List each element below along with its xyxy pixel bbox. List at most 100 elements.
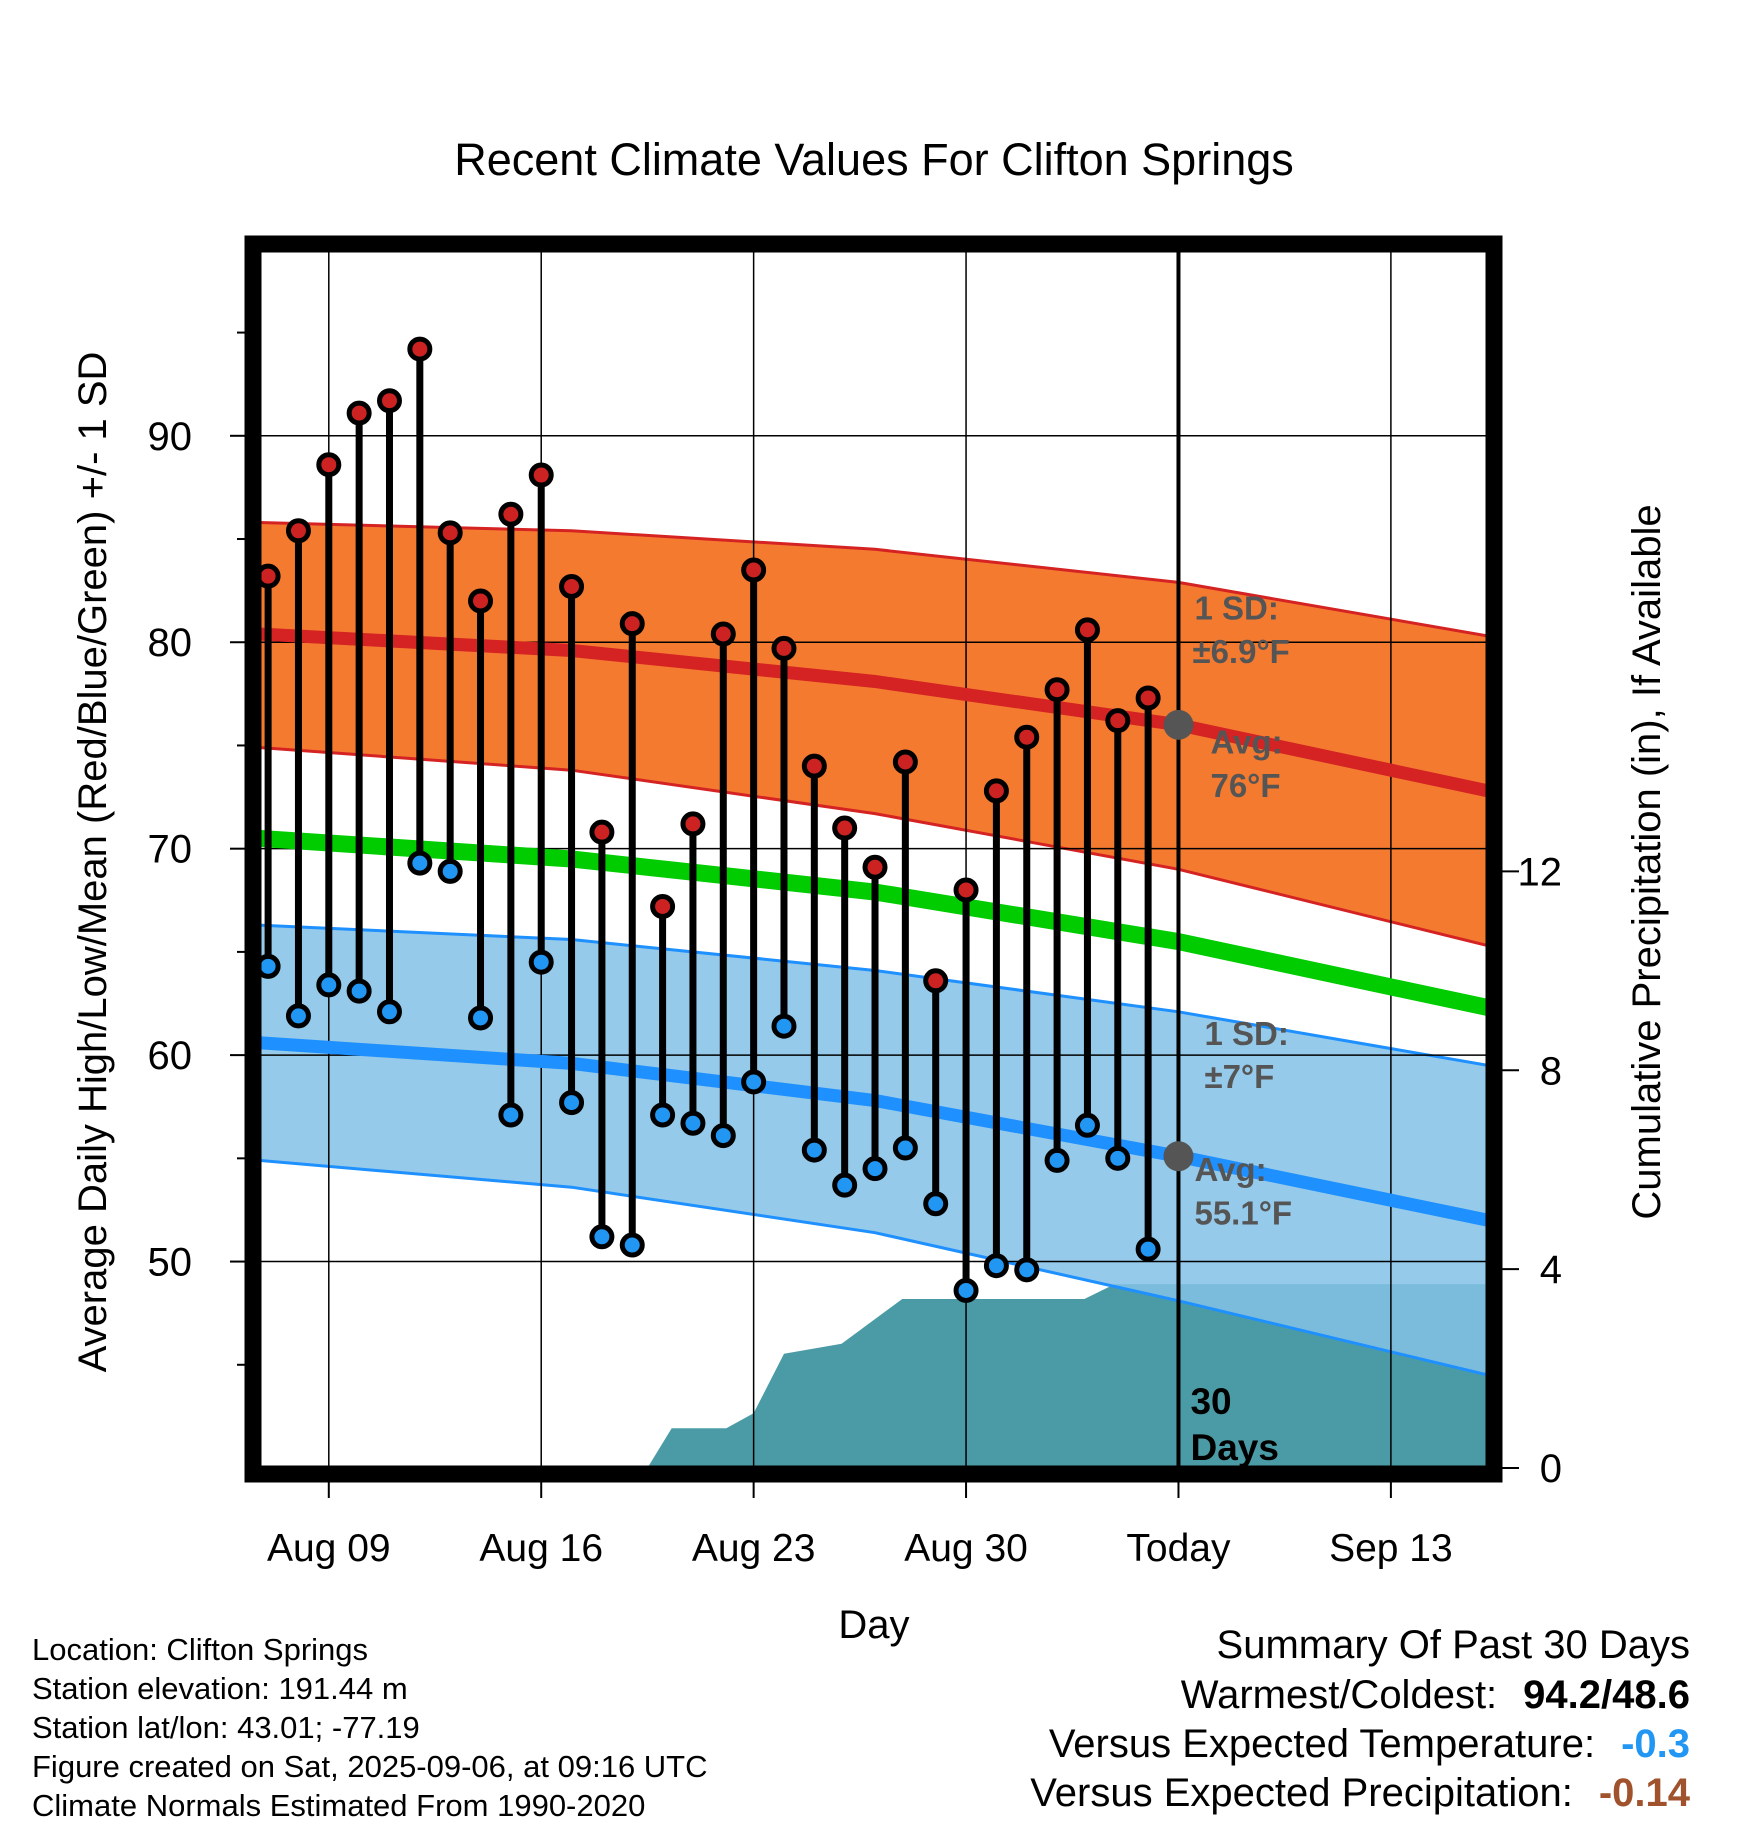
daily-low-point bbox=[259, 953, 281, 979]
normal-high-line bbox=[259, 627, 1488, 798]
high-sd-label: 1 SD: bbox=[1194, 590, 1278, 627]
normals-text: Climate Normals Estimated From 1990-2020 bbox=[32, 1788, 646, 1823]
summary-heading: Summary Of Past 30 Days bbox=[1216, 1623, 1690, 1667]
location-text: Location: Clifton Springs bbox=[32, 1632, 369, 1667]
y2-tick-label: 0 bbox=[1540, 1447, 1562, 1491]
high-band-upper-edge bbox=[259, 521, 1488, 638]
elevation-text: Station elevation: 191.44 m bbox=[32, 1671, 408, 1706]
daily-low-point bbox=[619, 1232, 645, 1258]
daily-high-point bbox=[285, 518, 311, 544]
daily-high-point bbox=[1014, 724, 1040, 750]
high-sd-value: ±6.9°F bbox=[1192, 633, 1289, 670]
daily-high-point bbox=[437, 520, 463, 546]
latlon-text: Station lat/lon: 43.01; -77.19 bbox=[32, 1710, 420, 1745]
daily-high-point bbox=[559, 573, 585, 599]
high-avg-label: Avg: bbox=[1210, 724, 1282, 761]
summary-precip: Versus Expected Precipitation: -0.14 bbox=[1030, 1773, 1690, 1813]
daily-high-point bbox=[468, 588, 494, 614]
daily-low-point bbox=[710, 1123, 736, 1149]
y-tick-label: 50 bbox=[148, 1241, 193, 1285]
daily-low-point bbox=[892, 1135, 918, 1161]
daily-low-point bbox=[407, 850, 433, 876]
daily-low-point bbox=[346, 978, 372, 1004]
y-tick-label: 70 bbox=[148, 828, 193, 872]
window-label: Days bbox=[1190, 1427, 1278, 1468]
daily-low-point bbox=[559, 1090, 585, 1116]
daily-low-point bbox=[1105, 1145, 1131, 1171]
daily-high-point bbox=[259, 563, 281, 589]
x-tick-label: Aug 30 bbox=[904, 1527, 1028, 1570]
daily-low-point bbox=[771, 1013, 797, 1039]
low-band-lower-edge bbox=[259, 1158, 1488, 1377]
daily-low-point bbox=[983, 1253, 1009, 1279]
daily-low-point bbox=[801, 1137, 827, 1163]
daily-high-point bbox=[862, 854, 888, 880]
summary-warm-cold: Warmest/Coldest: 94.2/48.6 bbox=[1181, 1675, 1690, 1715]
precip-value: -0.14 bbox=[1598, 1771, 1690, 1815]
daily-low-point bbox=[376, 999, 402, 1025]
daily-low-point bbox=[1135, 1236, 1161, 1262]
low-sd-value: ±7°F bbox=[1204, 1058, 1274, 1095]
x-tick-label: Aug 09 bbox=[267, 1527, 391, 1570]
warm-cold-label: Warmest/Coldest: bbox=[1180, 1673, 1498, 1717]
daily-low-point bbox=[953, 1277, 979, 1303]
x-tick-label: Aug 23 bbox=[692, 1527, 816, 1570]
daily-high-point bbox=[953, 877, 979, 903]
chart-title: Recent Climate Values For Clifton Spring… bbox=[454, 134, 1294, 185]
daily-high-point bbox=[771, 635, 797, 661]
high-band-lower-edge bbox=[259, 746, 1488, 948]
temp-value: -0.3 bbox=[1621, 1722, 1690, 1766]
x-tick-label: Sep 13 bbox=[1329, 1527, 1453, 1570]
daily-low-point bbox=[589, 1224, 615, 1250]
window-label: 30 bbox=[1190, 1381, 1231, 1422]
daily-high-point bbox=[1044, 677, 1070, 703]
y2-tick-label: 8 bbox=[1540, 1049, 1562, 1093]
daily-high-point bbox=[801, 753, 827, 779]
y-tick-label: 60 bbox=[148, 1034, 193, 1078]
daily-high-point bbox=[498, 501, 524, 527]
daily-low-point bbox=[680, 1110, 706, 1136]
x-tick-label: Today bbox=[1126, 1527, 1231, 1570]
x-tick-label: Aug 16 bbox=[479, 1527, 603, 1570]
high-avg-marker bbox=[1163, 709, 1194, 740]
warm-cold-value: 94.2/48.6 bbox=[1523, 1673, 1690, 1717]
y2-axis-label: Cumulative Precipitation (in), If Availa… bbox=[1625, 504, 1669, 1219]
summary-temp: Versus Expected Temperature: -0.3 bbox=[1049, 1724, 1690, 1764]
daily-high-point bbox=[650, 893, 676, 919]
daily-low-point bbox=[528, 949, 554, 975]
y-tick-label: 90 bbox=[148, 415, 193, 459]
precip-area bbox=[647, 1284, 1488, 1468]
y2-tick-label: 4 bbox=[1540, 1248, 1562, 1292]
y-axis-label: Average Daily High/Low/Mean (Red/Blue/Gr… bbox=[71, 352, 115, 1373]
daily-high-point bbox=[832, 815, 858, 841]
high-sd-band bbox=[259, 522, 1488, 946]
daily-high-point bbox=[741, 557, 767, 583]
daily-high-point bbox=[710, 621, 736, 647]
low-avg-marker bbox=[1163, 1141, 1194, 1172]
daily-low-point bbox=[1074, 1112, 1100, 1138]
daily-low-point bbox=[1044, 1147, 1070, 1173]
daily-high-point bbox=[316, 452, 342, 478]
daily-low-point bbox=[437, 858, 463, 884]
y2-tick-label: 12 bbox=[1518, 850, 1563, 894]
daily-low-point bbox=[832, 1172, 858, 1198]
low-avg-label: Avg: bbox=[1194, 1151, 1266, 1188]
daily-high-point bbox=[346, 400, 372, 426]
daily-low-point bbox=[1014, 1257, 1040, 1283]
daily-low-point bbox=[468, 1005, 494, 1031]
daily-low-point bbox=[285, 1003, 311, 1029]
plot-frame bbox=[244, 235, 1503, 1483]
daily-high-point bbox=[376, 388, 402, 414]
daily-low-point bbox=[316, 972, 342, 998]
y-tick-label: 80 bbox=[148, 621, 193, 665]
daily-high-point bbox=[1105, 708, 1131, 734]
daily-high-point bbox=[892, 749, 918, 775]
daily-high-point bbox=[407, 336, 433, 362]
daily-high-point bbox=[1074, 617, 1100, 643]
daily-high-point bbox=[528, 462, 554, 488]
daily-high-point bbox=[589, 819, 615, 845]
daily-high-point bbox=[680, 811, 706, 837]
low-avg-value: 55.1°F bbox=[1194, 1194, 1292, 1231]
temp-label: Versus Expected Temperature: bbox=[1048, 1722, 1596, 1766]
